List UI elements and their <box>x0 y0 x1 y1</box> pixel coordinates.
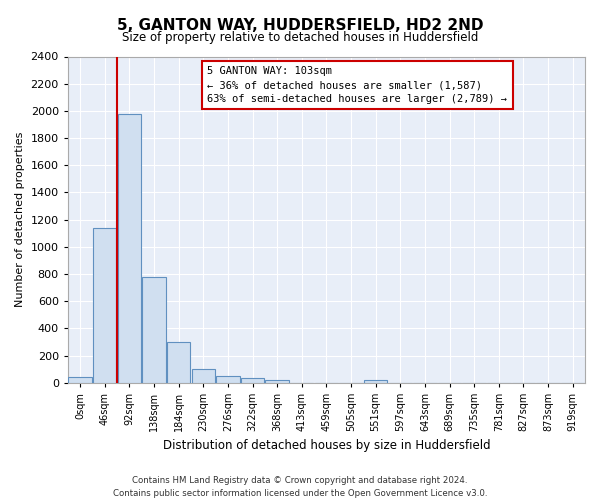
Bar <box>167 342 190 383</box>
Bar <box>265 380 289 383</box>
X-axis label: Distribution of detached houses by size in Huddersfield: Distribution of detached houses by size … <box>163 440 490 452</box>
Text: Size of property relative to detached houses in Huddersfield: Size of property relative to detached ho… <box>122 31 478 44</box>
Bar <box>216 376 239 383</box>
Bar <box>68 378 92 383</box>
Text: Contains HM Land Registry data © Crown copyright and database right 2024.
Contai: Contains HM Land Registry data © Crown c… <box>113 476 487 498</box>
Bar <box>241 378 264 383</box>
Y-axis label: Number of detached properties: Number of detached properties <box>15 132 25 308</box>
Text: 5 GANTON WAY: 103sqm
← 36% of detached houses are smaller (1,587)
63% of semi-de: 5 GANTON WAY: 103sqm ← 36% of detached h… <box>208 66 508 104</box>
Bar <box>118 114 141 383</box>
Bar <box>93 228 116 383</box>
Text: 5, GANTON WAY, HUDDERSFIELD, HD2 2ND: 5, GANTON WAY, HUDDERSFIELD, HD2 2ND <box>117 18 483 32</box>
Bar <box>191 369 215 383</box>
Bar <box>142 276 166 383</box>
Bar <box>364 380 388 383</box>
